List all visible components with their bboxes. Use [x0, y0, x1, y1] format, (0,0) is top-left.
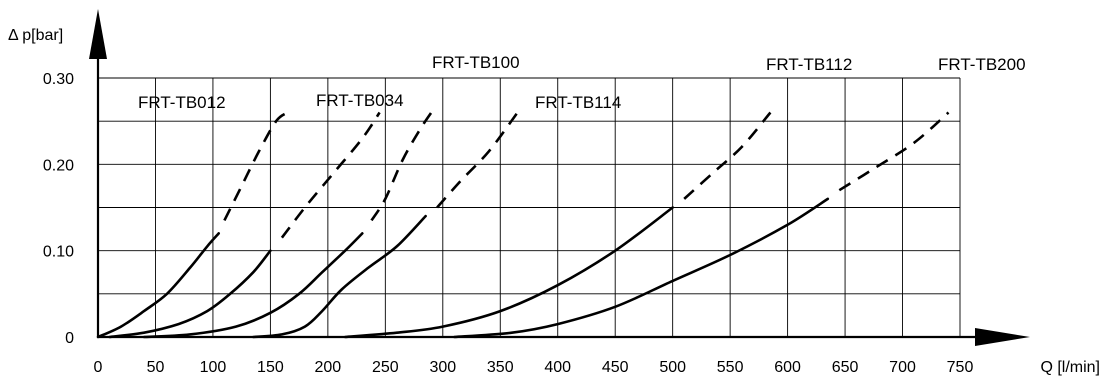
series-frt-tb114-solid — [251, 214, 427, 339]
series-frt-tb034-dashed — [280, 111, 381, 239]
series-frt-tb100-dashed — [370, 111, 433, 222]
series-frt-tb200-solid — [453, 197, 830, 339]
series-frt-tb114-dashed — [436, 111, 519, 209]
series-label: FRT-TB200 — [938, 55, 1026, 74]
x-axis-arrow — [975, 328, 1030, 346]
x-tick-label: 200 — [315, 359, 342, 376]
x-tick-label: 450 — [602, 359, 629, 376]
series-label: FRT-TB112 — [766, 55, 852, 74]
grid — [98, 77, 961, 337]
series-label: FRT-TB114 — [535, 93, 621, 112]
x-tick-label: 500 — [659, 359, 686, 376]
x-tick-label: 600 — [774, 359, 801, 376]
series-frt-tb112-dashed — [683, 111, 772, 200]
x-tick-label: 300 — [429, 359, 456, 376]
y-tick-label: 0.30 — [43, 71, 74, 88]
x-tick-label: 400 — [544, 359, 571, 376]
x-tick-label: 100 — [200, 359, 227, 376]
series-frt-tb112-solid — [343, 206, 674, 339]
x-tick-label: 150 — [257, 359, 284, 376]
y-tick-label: 0 — [65, 330, 74, 347]
y-tick-label: 0.20 — [43, 157, 74, 174]
series-frt-tb100-solid — [142, 232, 364, 339]
series-label: FRT-TB012 — [138, 93, 226, 112]
series-frt-tb012-dashed — [223, 111, 289, 221]
series-label: FRT-TB034 — [316, 91, 404, 110]
series-frt-tb012-solid — [96, 232, 220, 339]
x-tick-label: 700 — [889, 359, 916, 376]
axes — [89, 9, 1030, 346]
x-axis-title: Q [l/min] — [1040, 359, 1100, 376]
x-tick-label: 750 — [947, 359, 974, 376]
series-label: FRT-TB100 — [432, 53, 520, 72]
series-frt-tb034-solid — [108, 249, 272, 339]
x-tick-label: 350 — [487, 359, 514, 376]
x-tick-label: 50 — [147, 359, 165, 376]
x-tick-label: 550 — [717, 359, 744, 376]
x-tick-label: 650 — [832, 359, 859, 376]
x-tick-label: 250 — [372, 359, 399, 376]
y-tick-label: 0.10 — [43, 244, 74, 261]
labels: 0 50 100 150 200 250 300 350 400 450 500 550 600 650 7… — [8, 27, 1100, 376]
series-frt-tb200-dashed — [838, 111, 950, 192]
x-tick-label: 0 — [94, 359, 103, 376]
curves — [96, 111, 950, 339]
y-axis-arrow — [89, 9, 107, 59]
y-axis-title: Δ p[bar] — [8, 27, 63, 44]
